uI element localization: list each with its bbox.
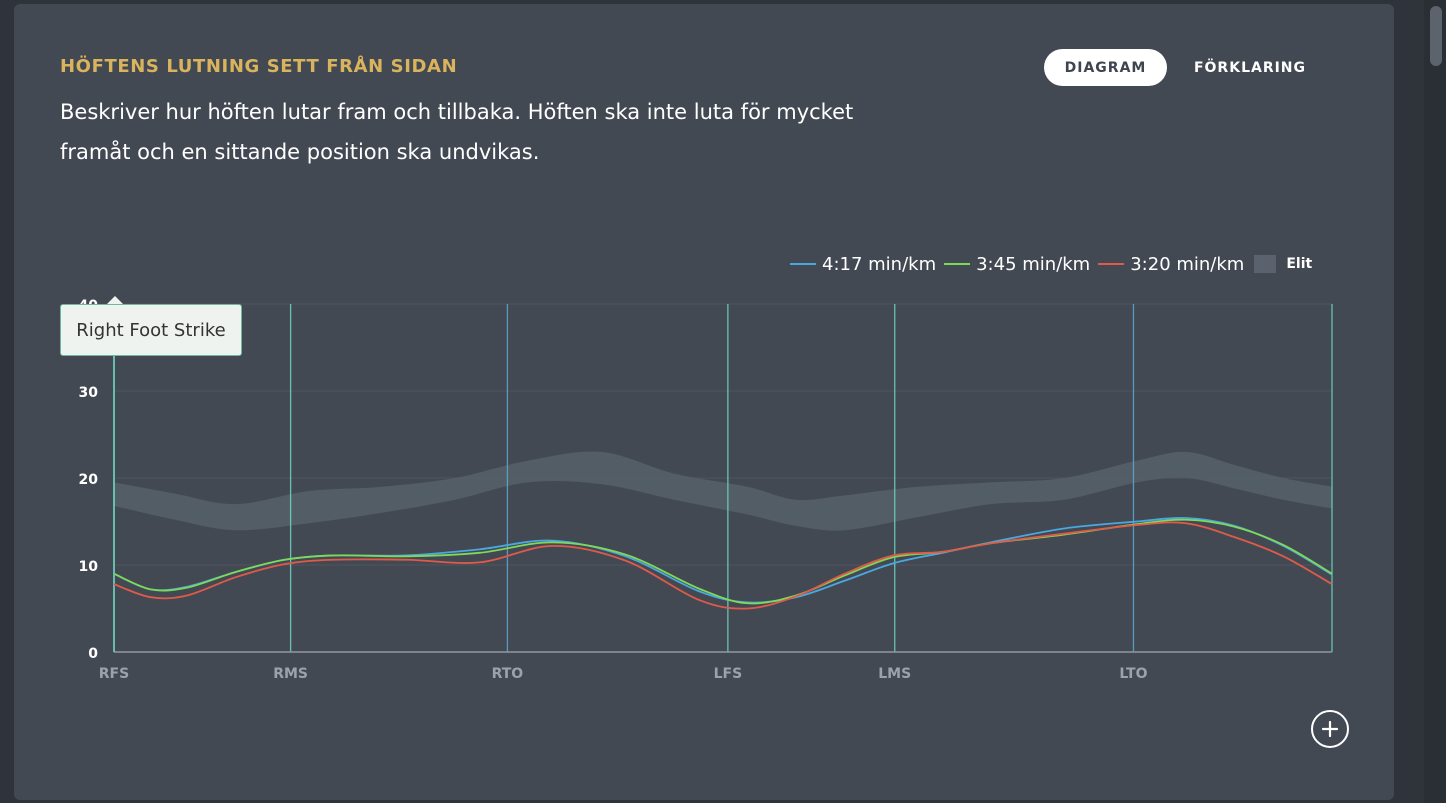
description-line-1: Beskriver hur höften lutar fram och till…	[60, 100, 854, 124]
chart-card	[14, 4, 1394, 800]
tooltip: Right Foot Strike	[60, 304, 242, 356]
legend-label-band: Elit	[1286, 256, 1313, 272]
x-tick-label-lfs: LFS	[714, 666, 743, 682]
legend-label-series-2: 3:45 min/km	[976, 253, 1091, 275]
legend-label-series-3: 3:20 min/km	[1130, 253, 1245, 275]
chart-legend: 4:17 min/km 3:45 min/km 3:20 min/km Elit	[790, 250, 1320, 278]
scrollbar-thumb[interactable]	[1430, 6, 1442, 66]
elite-band	[114, 451, 1332, 531]
zoom-button[interactable]	[1311, 710, 1349, 748]
tooltip-arrow	[106, 296, 124, 305]
description-line-2: framåt och en sittande position ska undv…	[60, 140, 540, 164]
tab-diagram[interactable]: DIAGRAM	[1044, 49, 1167, 86]
plus-icon	[1321, 720, 1339, 738]
legend-swatch-series-1	[790, 263, 816, 265]
y-tick-label-20: 20	[79, 472, 99, 488]
legend-item-band[interactable]: Elit	[1252, 255, 1312, 273]
legend-swatch-series-3	[1098, 263, 1125, 265]
x-tick-label-lms: LMS	[878, 666, 911, 682]
legend-label-series-1: 4:17 min/km	[822, 253, 937, 275]
x-tick-label-rto: RTO	[492, 666, 524, 682]
y-tick-label-0: 0	[88, 646, 98, 662]
scrollbar-track[interactable]	[1424, 0, 1446, 803]
x-tick-label-lto: LTO	[1119, 666, 1147, 682]
series-line-1	[113, 516, 1333, 604]
legend-item-series-2[interactable]: 3:45 min/km	[944, 254, 1090, 275]
y-tick-label-10: 10	[79, 559, 99, 575]
x-tick-label-rfs: RFS	[99, 666, 129, 682]
series-line-3	[113, 521, 1333, 610]
tab-explanation[interactable]: FÖRKLARING	[1193, 59, 1307, 76]
y-tick-label-30: 30	[79, 385, 99, 401]
x-tick-label-rms: RMS	[273, 666, 308, 682]
card-title: HÖFTENS LUTNING SETT FRÅN SIDAN	[60, 56, 458, 77]
card-description: Beskriver hur höften lutar fram och till…	[60, 92, 960, 172]
legend-item-series-1[interactable]: 4:17 min/km	[790, 254, 936, 275]
legend-swatch-band	[1254, 255, 1277, 273]
series-line-2	[113, 518, 1333, 605]
legend-item-series-3[interactable]: 3:20 min/km	[1098, 254, 1244, 275]
legend-swatch-series-2	[944, 263, 971, 265]
